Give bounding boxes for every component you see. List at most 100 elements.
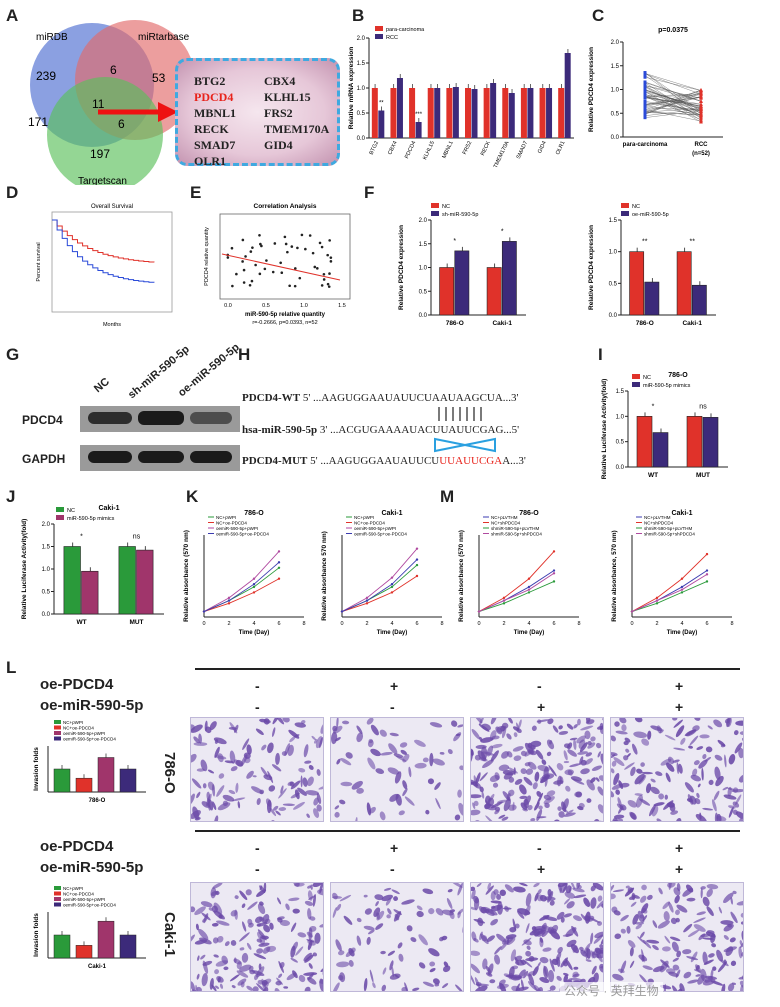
micrograph-caki1-2 (330, 882, 464, 992)
cell (631, 743, 638, 755)
cell (391, 966, 395, 977)
cell (475, 981, 482, 987)
cell (386, 914, 391, 919)
cell (572, 887, 585, 893)
chart-b-ytick-label-3: 1.5 (357, 61, 366, 67)
cell (285, 903, 290, 911)
chart-e-point-38 (320, 245, 324, 249)
chart-b-bar-4-0 (446, 88, 453, 138)
cell (336, 961, 350, 968)
chart-e-xlabel: miR-590-5p relative quantity (245, 312, 326, 318)
cell (696, 792, 700, 799)
cell (457, 789, 462, 798)
cell (494, 772, 500, 781)
cell (379, 811, 386, 821)
chart-e-point-24 (286, 250, 289, 254)
cell (276, 977, 283, 985)
cell (667, 883, 676, 888)
cell (494, 806, 501, 812)
cell (662, 901, 671, 910)
cell (739, 984, 743, 991)
cell (400, 749, 408, 755)
chart-k1-proliferation-786o: Relative absorbance (570 nm) 786-O 0 2 4 6 8 Ti… (183, 510, 306, 636)
chart-e-point-15 (279, 261, 282, 265)
cell (256, 948, 264, 954)
chart-f2-ytick-label-2: 1.0 (609, 250, 618, 256)
cell (699, 734, 710, 739)
cell (479, 772, 488, 782)
cell (481, 935, 488, 942)
cell (427, 778, 435, 785)
chart-b-xlabel-8: SMAD7 (516, 140, 529, 160)
cell (458, 802, 463, 816)
cell (307, 776, 314, 787)
chart-c-point-a-47 (643, 112, 647, 116)
cell (504, 884, 514, 893)
chart-f2-ytick-label-3: 1.5 (609, 218, 618, 224)
chart-j-ytick-label-0: 0.0 (42, 612, 51, 618)
chart-e-point-21 (284, 242, 288, 246)
cell (231, 985, 236, 989)
cell (591, 765, 602, 771)
cell (706, 906, 714, 917)
cell (672, 957, 679, 962)
chart-c-paired-scatter: 0.0 0.5 1.0 1.5 2.0 Relative PDCD4 expression… (588, 27, 723, 157)
cell (474, 985, 488, 991)
venn-n53: 53 (152, 71, 166, 85)
band-pdcd4-nc (88, 412, 132, 424)
chart-e-point-28 (288, 284, 291, 288)
chart-i-bar-0-0 (636, 416, 653, 468)
cell (202, 960, 213, 966)
chart-c-point-b-50 (699, 94, 703, 98)
cell (501, 816, 509, 821)
cell (490, 718, 498, 725)
seq-mir-text: 3' ...ACGUGAAAAUACUUAUUCGAG...5' (319, 424, 520, 436)
cell (611, 790, 615, 798)
cell (216, 785, 225, 797)
cell (485, 815, 496, 821)
chart-j-star-1: ns (133, 534, 141, 541)
gene-frs2: FRS2 (264, 106, 293, 120)
cell (536, 809, 543, 821)
chart-i-xlabel-1: MUT (696, 472, 710, 479)
cell (245, 889, 252, 896)
cell (288, 897, 300, 902)
cell (336, 718, 339, 728)
cell (634, 718, 643, 723)
chart-b-ylabel: Relative mRNA expression (348, 47, 355, 130)
cell (503, 772, 513, 780)
cell (710, 968, 714, 979)
cell (191, 981, 196, 991)
cell (626, 753, 631, 758)
cell (558, 725, 563, 730)
chart-e-ylabel: PDCD4 relative quantity (204, 227, 210, 286)
cell (429, 752, 434, 767)
cell (435, 908, 444, 916)
cell (701, 767, 704, 781)
chart-m2-proliferation-caki1: Relative absorbance, 570 nm) Caki-1 0 2 4 6 8 T… (611, 510, 734, 636)
chart-c-pair-line-34 (644, 105, 702, 116)
cell (272, 718, 280, 725)
cell (494, 946, 502, 955)
cell (687, 794, 694, 805)
cell (262, 946, 271, 954)
chart-l1-legend-swatch-2 (54, 731, 61, 735)
cell (714, 812, 718, 821)
cell (616, 803, 625, 811)
cell (649, 804, 656, 817)
chart-i-legend-0: NC (643, 375, 651, 381)
chart-e-point-50 (320, 284, 324, 287)
seq-mutation-cross (434, 437, 496, 453)
cell (543, 766, 549, 780)
gene-gid4: GID4 (264, 138, 293, 152)
cell (292, 908, 300, 914)
l1-oe-pdcd4-label: oe-PDCD4 (40, 676, 114, 693)
chart-c-pair-line-25 (644, 81, 702, 102)
chart-c-pair-line-45 (644, 110, 702, 118)
cell (203, 913, 209, 924)
cell (635, 924, 642, 930)
cell (290, 957, 298, 963)
cell (366, 718, 374, 725)
chart-l2-bar-3 (119, 934, 137, 959)
chart-j-bar-1-0 (118, 546, 136, 615)
